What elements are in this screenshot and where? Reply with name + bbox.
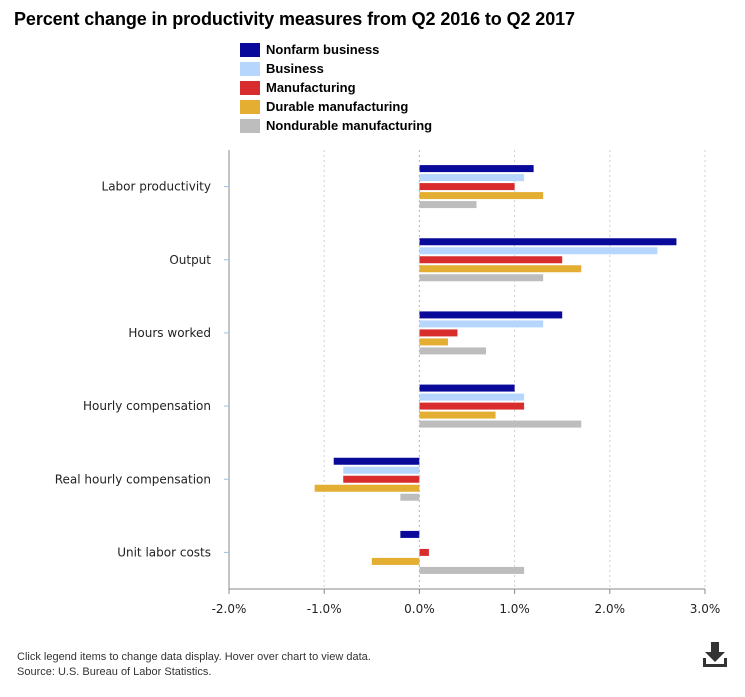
legend-item-nonfarm-business[interactable]: Nonfarm business bbox=[240, 40, 432, 59]
bar-hours-worked-durable-manufacturing[interactable] bbox=[419, 338, 448, 346]
bar-output-durable-manufacturing[interactable] bbox=[419, 265, 582, 273]
bar-hourly-compensation-nondurable-manufacturing[interactable] bbox=[419, 420, 582, 428]
bar-hours-worked-manufacturing[interactable] bbox=[419, 329, 458, 337]
legend: Nonfarm business Business Manufacturing … bbox=[240, 40, 432, 135]
legend-item-business[interactable]: Business bbox=[240, 59, 432, 78]
x-tick-label: 1.0% bbox=[499, 602, 530, 616]
category-label-unit-labor-costs: Unit labor costs bbox=[117, 545, 211, 559]
legend-swatch-nonfarm-business bbox=[240, 42, 260, 57]
bar-hours-worked-nonfarm-business[interactable] bbox=[419, 311, 563, 319]
category-label-hours-worked: Hours worked bbox=[128, 326, 211, 340]
legend-label-manufacturing: Manufacturing bbox=[266, 80, 356, 95]
legend-swatch-durable-manufacturing bbox=[240, 99, 260, 114]
bar-unit-labor-costs-durable-manufacturing[interactable] bbox=[371, 557, 420, 565]
bar-hourly-compensation-manufacturing[interactable] bbox=[419, 402, 525, 410]
chart-footer: Click legend items to change data displa… bbox=[17, 650, 371, 680]
category-label-hourly-compensation: Hourly compensation bbox=[83, 399, 211, 413]
chart-title: Percent change in productivity measures … bbox=[14, 9, 575, 29]
bar-real-hourly-compensation-manufacturing[interactable] bbox=[343, 475, 420, 483]
legend-item-nondurable-manufacturing[interactable]: Nondurable manufacturing bbox=[240, 116, 432, 135]
bar-real-hourly-compensation-durable-manufacturing[interactable] bbox=[314, 484, 420, 492]
legend-label-nonfarm-business: Nonfarm business bbox=[266, 42, 380, 57]
footer-source: Source: U.S. Bureau of Labor Statistics. bbox=[17, 666, 212, 678]
bar-hours-worked-business[interactable] bbox=[419, 320, 544, 328]
x-tick-label: -2.0% bbox=[212, 602, 247, 616]
footer-note: Click legend items to change data displa… bbox=[17, 651, 371, 663]
category-label-labor-productivity: Labor productivity bbox=[102, 180, 211, 194]
legend-swatch-nondurable-manufacturing bbox=[240, 118, 260, 133]
category-label-real-hourly-compensation: Real hourly compensation bbox=[55, 472, 211, 486]
bar-hourly-compensation-durable-manufacturing[interactable] bbox=[419, 411, 496, 419]
bar-hourly-compensation-business[interactable] bbox=[419, 393, 525, 401]
bar-output-nonfarm-business[interactable] bbox=[419, 238, 677, 246]
x-tick-label: 3.0% bbox=[690, 602, 721, 616]
bar-real-hourly-compensation-business[interactable] bbox=[343, 466, 420, 474]
bar-output-nondurable-manufacturing[interactable] bbox=[419, 274, 544, 282]
legend-item-manufacturing[interactable]: Manufacturing bbox=[240, 78, 432, 97]
bar-real-hourly-compensation-nonfarm-business[interactable] bbox=[333, 457, 420, 465]
bar-labor-productivity-nonfarm-business[interactable] bbox=[419, 165, 534, 173]
bar-unit-labor-costs-nonfarm-business[interactable] bbox=[400, 530, 420, 538]
legend-label-durable-manufacturing: Durable manufacturing bbox=[266, 99, 409, 114]
legend-label-nondurable-manufacturing: Nondurable manufacturing bbox=[266, 118, 433, 133]
legend-swatch-manufacturing bbox=[240, 80, 260, 95]
bar-unit-labor-costs-nondurable-manufacturing[interactable] bbox=[419, 566, 525, 574]
bar-labor-productivity-business[interactable] bbox=[419, 174, 525, 182]
bar-labor-productivity-nondurable-manufacturing[interactable] bbox=[419, 201, 477, 209]
download-icon[interactable] bbox=[702, 640, 728, 670]
bar-output-manufacturing[interactable] bbox=[419, 256, 563, 264]
bar-output-business[interactable] bbox=[419, 247, 658, 255]
legend-label-business: Business bbox=[266, 61, 324, 76]
x-tick-label: -1.0% bbox=[307, 602, 342, 616]
legend-swatch-business bbox=[240, 61, 260, 76]
bar-labor-productivity-durable-manufacturing[interactable] bbox=[419, 192, 544, 200]
bar-labor-productivity-manufacturing[interactable] bbox=[419, 183, 515, 191]
bar-hours-worked-nondurable-manufacturing[interactable] bbox=[419, 347, 487, 355]
legend-item-durable-manufacturing[interactable]: Durable manufacturing bbox=[240, 97, 432, 116]
bar-hourly-compensation-nonfarm-business[interactable] bbox=[419, 384, 515, 392]
x-tick-label: 2.0% bbox=[595, 602, 626, 616]
category-label-output: Output bbox=[169, 253, 211, 267]
bar-real-hourly-compensation-nondurable-manufacturing[interactable] bbox=[400, 493, 420, 501]
bar-unit-labor-costs-manufacturing[interactable] bbox=[419, 548, 429, 556]
download-icon-graphic bbox=[703, 642, 727, 667]
x-tick-label: 0.0% bbox=[404, 602, 435, 616]
